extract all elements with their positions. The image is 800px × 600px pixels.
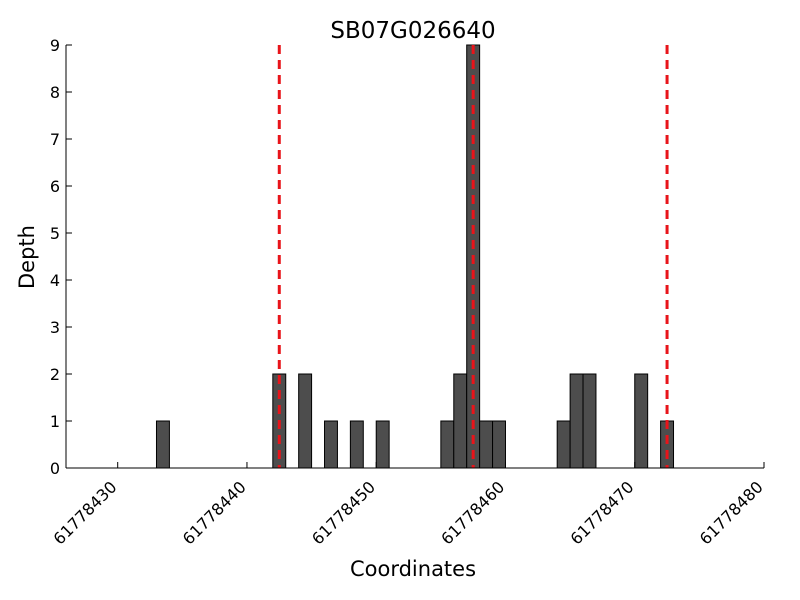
bar-4 bbox=[349, 420, 364, 469]
bar-2 bbox=[298, 373, 313, 469]
bar-5 bbox=[375, 420, 390, 469]
reference-lines-group bbox=[277, 45, 669, 468]
y-tick-label-9: 9 bbox=[50, 36, 60, 55]
bar-12 bbox=[569, 373, 584, 469]
x-tick-label-61778460: 61778460 bbox=[437, 477, 508, 548]
x-ticks-group: 61778430 61778440 61778450 61778460 61778470… bbox=[50, 462, 767, 548]
bar-6 bbox=[440, 420, 455, 469]
bar-9 bbox=[479, 420, 494, 469]
bar-3 bbox=[324, 420, 338, 469]
x-tick-label-61778430: 61778430 bbox=[50, 477, 121, 548]
x-tick-label-61778470: 61778470 bbox=[567, 477, 638, 548]
y-tick-label-4: 4 bbox=[50, 271, 60, 290]
x-tick-label-61778480: 61778480 bbox=[696, 477, 767, 548]
y-tick-label-6: 6 bbox=[50, 177, 60, 196]
y-ticks-group: 0 1 2 3 4 5 6 7 8 9 bbox=[50, 36, 72, 478]
y-tick-label-2: 2 bbox=[50, 365, 60, 384]
bar-7 bbox=[453, 373, 468, 469]
bar-0 bbox=[155, 420, 170, 469]
y-tick-label-1: 1 bbox=[50, 412, 60, 431]
x-tick-label-61778450: 61778450 bbox=[308, 477, 379, 548]
y-tick-label-7: 7 bbox=[50, 130, 60, 149]
bar-10 bbox=[492, 420, 506, 469]
y-tick-label-0: 0 bbox=[50, 459, 60, 478]
y-axis-label: Depth bbox=[15, 225, 39, 289]
y-tick-label-8: 8 bbox=[50, 83, 60, 102]
bar-13 bbox=[582, 373, 597, 469]
axes-group bbox=[65, 45, 764, 469]
bar-14 bbox=[634, 373, 649, 469]
chart-title: SB07G026640 bbox=[330, 18, 495, 44]
bars-group bbox=[155, 44, 675, 469]
x-axis-label: Coordinates bbox=[350, 557, 476, 581]
y-tick-label-5: 5 bbox=[50, 224, 60, 243]
y-tick-label-3: 3 bbox=[50, 318, 60, 337]
x-tick-label-61778440: 61778440 bbox=[179, 477, 250, 548]
bar-11 bbox=[556, 420, 571, 469]
